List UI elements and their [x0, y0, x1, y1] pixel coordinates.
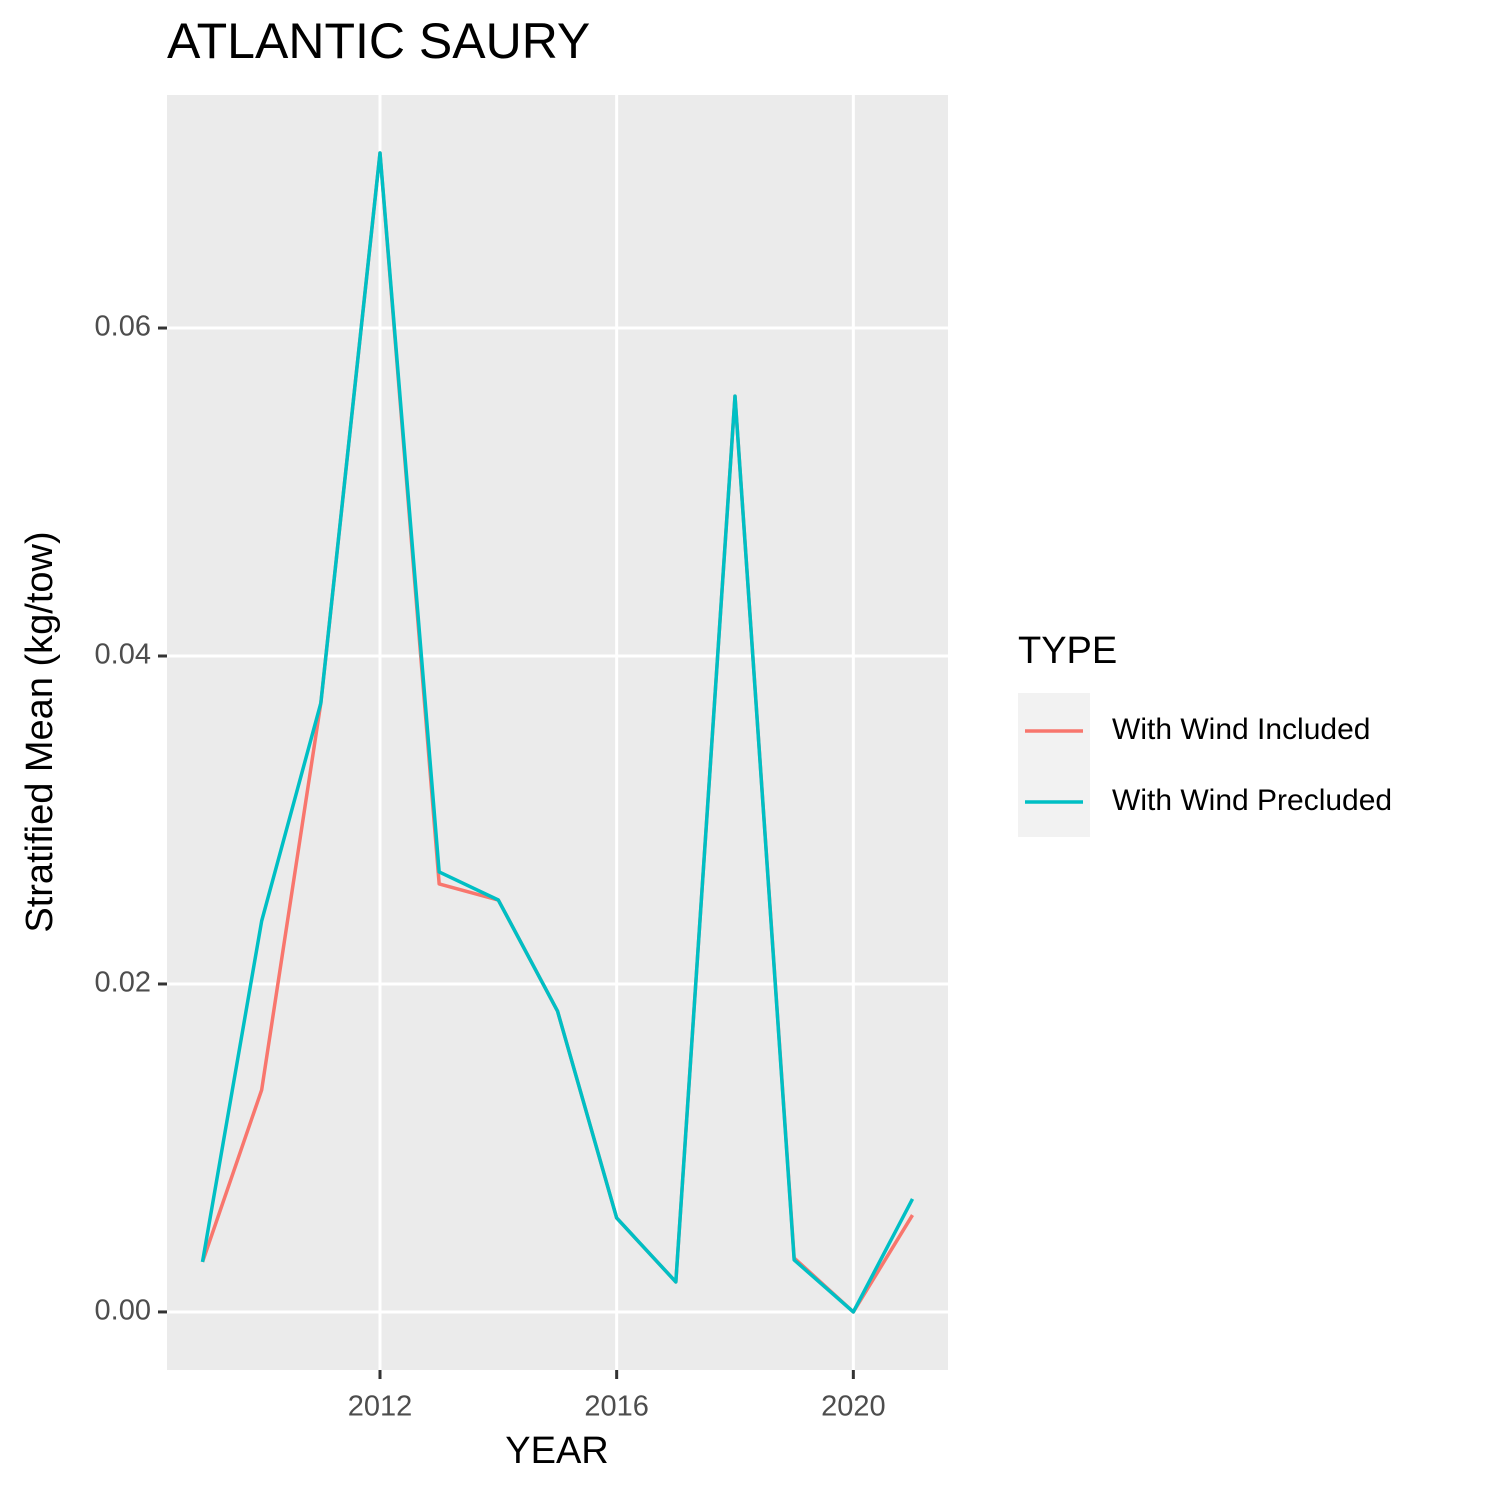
legend-label: With Wind Precluded [1112, 784, 1392, 817]
grid [167, 95, 948, 1370]
y-tick-label: 0.04 [95, 639, 151, 671]
y-axis-title: Stratified Mean (kg/tow) [19, 531, 61, 932]
x-axis-title: YEAR [505, 1430, 608, 1472]
x-tick-label: 2020 [821, 1391, 886, 1423]
y-tick-label: 0.06 [95, 311, 151, 343]
series-line [200, 151, 915, 1314]
chart-title: ATLANTIC SAURY [167, 13, 590, 69]
legend-key-background [1018, 693, 1090, 837]
plot-panel [167, 95, 948, 1370]
legend-title: TYPE [1018, 630, 1117, 672]
y-tick-label: 0.02 [95, 967, 151, 999]
x-tick-label: 2012 [348, 1391, 413, 1423]
x-tick-label: 2016 [584, 1391, 649, 1423]
lines [200, 151, 915, 1314]
y-tick-label: 0.00 [95, 1295, 151, 1327]
legend: With Wind Included With Wind Precluded [1018, 693, 1392, 837]
legend-label: With Wind Included [1112, 713, 1370, 746]
